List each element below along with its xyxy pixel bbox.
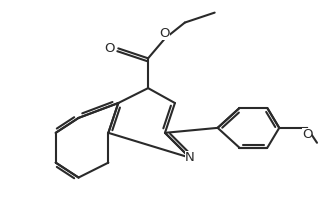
Text: O: O [160, 27, 170, 40]
Text: O: O [302, 128, 312, 141]
Text: O: O [104, 42, 115, 55]
Text: N: N [185, 151, 195, 164]
